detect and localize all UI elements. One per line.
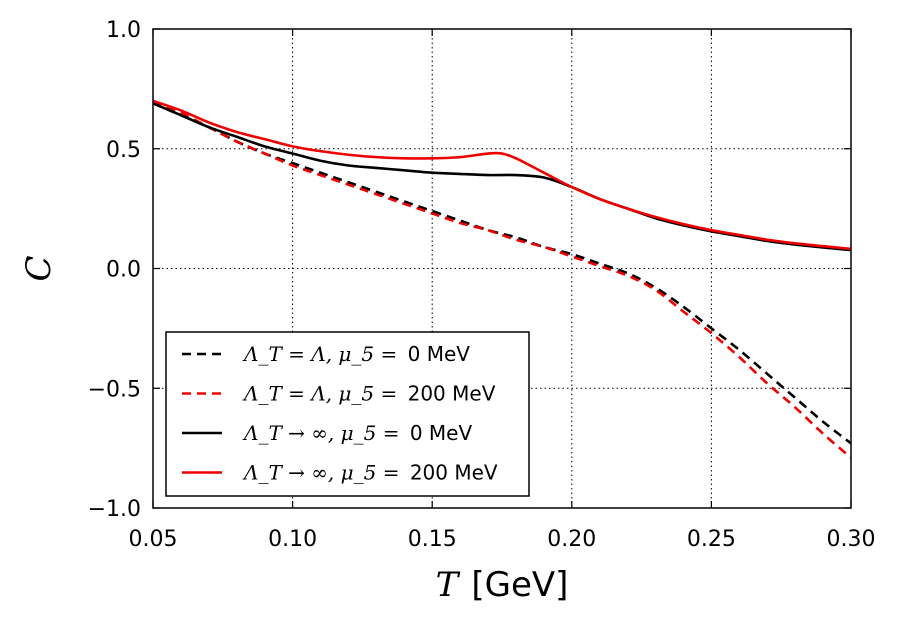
legend-math-3: Λ_T → ∞, μ_5 = [242,421,406,445]
x-tick-label: 0.10 [268,527,317,552]
y-tick-label: 0.5 [106,138,141,163]
x-axis-label: T [GeV] [436,565,569,605]
legend-value-3: 0 MeV [410,421,473,445]
ticks: 0.05 0.10 0.15 0.20 0.25 0.30 −1.0 −0.5 0.0 0.5 1.… [88,18,876,552]
series-line-2 [152,99,852,459]
x-tick-label: 0.20 [547,527,596,552]
grid-lines [153,29,851,508]
legend-label-4: Λ_T → ∞, μ_5 = 200 MeV [242,461,498,485]
x-tick-label: 0.30 [827,527,876,552]
legend-value-2: 200 MeV [408,382,496,406]
series-line-4 [152,99,852,251]
legend-math-1: Λ_T = Λ, μ_5 = [242,342,404,366]
legend-label-3: Λ_T → ∞, μ_5 = 0 MeV [242,421,472,445]
x-axis-unit: [GeV] [471,565,568,605]
legend-value-1: 0 MeV [408,342,471,366]
x-tick-label: 0.15 [408,527,457,552]
y-tick-label: 0.0 [106,258,141,283]
x-tick-label: 0.05 [129,527,178,552]
legend-math-2: Λ_T = Λ, μ_5 = [242,382,404,406]
legend-value-4: 200 MeV [410,461,498,485]
y-tick-label: 1.0 [106,18,141,43]
legend-label-2: Λ_T = Λ, μ_5 = 200 MeV [242,382,496,406]
y-axis-label: C [19,255,59,281]
legend-label-1: Λ_T = Λ, μ_5 = 0 MeV [242,342,470,366]
legend-box [165,331,530,497]
x-tick-label: 0.25 [687,527,736,552]
legend-math-4: Λ_T → ∞, μ_5 = [242,461,406,485]
x-axis-variable: T [436,565,461,605]
y-tick-label: −1.0 [88,497,141,522]
series-lines [152,99,852,459]
y-tick-label: −0.5 [88,377,141,402]
